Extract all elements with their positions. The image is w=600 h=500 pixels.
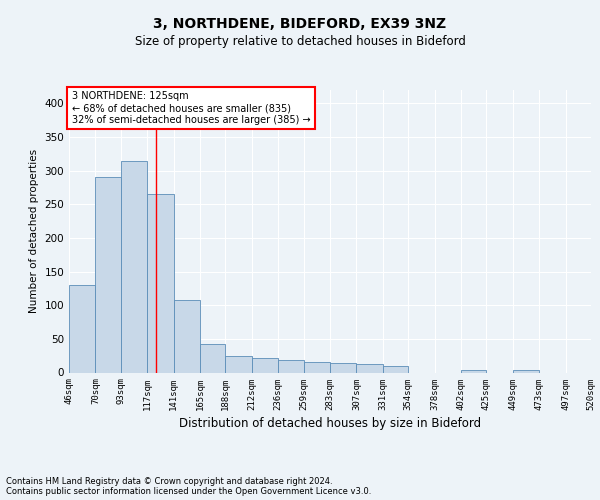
Text: Contains HM Land Registry data © Crown copyright and database right 2024.: Contains HM Land Registry data © Crown c… xyxy=(6,477,332,486)
Bar xyxy=(278,360,304,372)
Bar xyxy=(513,370,539,372)
Bar xyxy=(121,160,147,372)
Bar xyxy=(200,344,226,372)
Bar xyxy=(304,362,330,372)
Bar xyxy=(330,363,356,372)
Bar xyxy=(226,356,252,372)
Bar xyxy=(383,366,408,372)
Bar xyxy=(356,364,383,372)
Bar xyxy=(147,194,173,372)
Y-axis label: Number of detached properties: Number of detached properties xyxy=(29,149,39,314)
X-axis label: Distribution of detached houses by size in Bideford: Distribution of detached houses by size … xyxy=(179,416,481,430)
Bar xyxy=(252,358,278,372)
Bar xyxy=(69,285,95,372)
Bar xyxy=(95,178,121,372)
Text: 3, NORTHDENE, BIDEFORD, EX39 3NZ: 3, NORTHDENE, BIDEFORD, EX39 3NZ xyxy=(154,18,446,32)
Bar xyxy=(173,300,200,372)
Text: Size of property relative to detached houses in Bideford: Size of property relative to detached ho… xyxy=(134,35,466,48)
Text: 3 NORTHDENE: 125sqm
← 68% of detached houses are smaller (835)
32% of semi-detac: 3 NORTHDENE: 125sqm ← 68% of detached ho… xyxy=(71,92,310,124)
Bar xyxy=(461,370,487,372)
Text: Contains public sector information licensed under the Open Government Licence v3: Contains public sector information licen… xyxy=(6,487,371,496)
